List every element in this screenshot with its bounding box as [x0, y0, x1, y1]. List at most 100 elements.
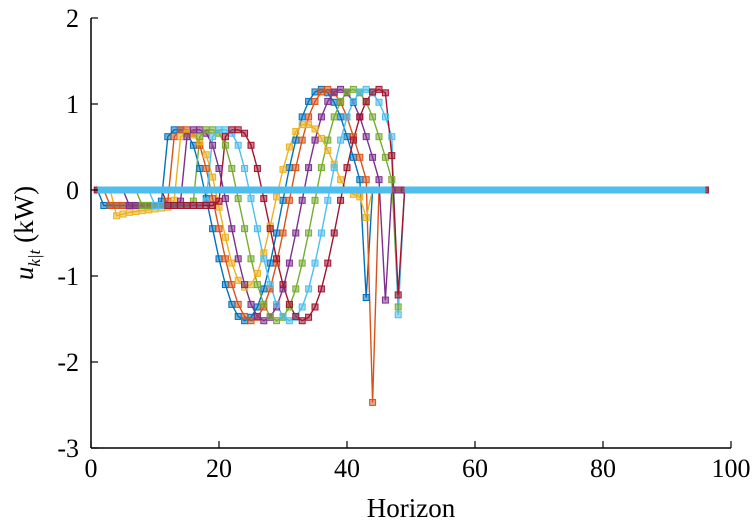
series-marker	[247, 281, 255, 289]
series-marker	[260, 249, 268, 257]
series-marker	[183, 201, 191, 209]
series-marker	[330, 98, 338, 106]
series-marker	[106, 201, 114, 209]
series-marker	[362, 176, 370, 184]
series-marker	[343, 88, 351, 96]
series-marker	[266, 312, 274, 320]
series-marker	[311, 125, 319, 133]
series-marker	[362, 133, 370, 141]
series-marker	[394, 186, 402, 194]
series-marker	[388, 176, 396, 184]
series-marker	[247, 141, 255, 149]
series-marker	[234, 195, 242, 203]
series-marker	[266, 281, 274, 289]
x-tick-label: 40	[334, 454, 360, 483]
series-marker	[317, 88, 325, 96]
series-marker	[324, 136, 332, 144]
series-marker	[266, 225, 274, 233]
x-axis-label: Horizon	[367, 493, 456, 523]
series-marker	[375, 176, 383, 184]
series-marker	[221, 255, 229, 263]
series-marker	[241, 312, 249, 320]
plot-markers	[93, 85, 709, 406]
series-marker	[298, 136, 306, 144]
series-marker	[337, 136, 345, 144]
x-tick-label: 80	[590, 454, 616, 483]
series-marker	[209, 195, 217, 203]
series-marker	[241, 225, 249, 233]
series-marker	[375, 133, 383, 141]
series-marker	[209, 201, 217, 209]
series-marker	[221, 195, 229, 203]
series-marker	[234, 255, 242, 263]
y-tick-label: 1	[66, 90, 79, 119]
series-marker	[369, 113, 377, 121]
series-marker	[362, 97, 370, 105]
series-marker	[381, 153, 389, 161]
series-marker	[311, 196, 319, 204]
x-tick-label: 20	[206, 454, 232, 483]
series-marker	[151, 201, 159, 209]
x-tick-label: 100	[712, 454, 751, 483]
series-marker	[241, 129, 249, 137]
series-marker	[285, 164, 293, 172]
series-marker	[170, 201, 178, 209]
series-marker	[292, 285, 300, 293]
series-marker	[221, 281, 229, 289]
series-marker	[356, 113, 364, 121]
series-marker	[337, 113, 345, 121]
series-marker	[241, 281, 249, 289]
series-marker	[196, 201, 204, 209]
series-marker	[317, 134, 325, 142]
series-marker	[305, 229, 313, 237]
series-marker	[362, 85, 370, 93]
series-marker	[292, 128, 300, 136]
series-marker	[260, 317, 268, 325]
y-tick-label: -3	[57, 434, 79, 463]
series-marker	[349, 97, 357, 105]
series-marker	[273, 229, 281, 237]
series-marker	[369, 398, 377, 406]
zero-marker-band	[404, 186, 706, 194]
series-marker	[381, 89, 389, 97]
series-marker	[228, 225, 236, 233]
series-marker	[183, 133, 191, 141]
series-marker	[125, 201, 133, 209]
series-marker	[215, 225, 223, 233]
series-marker	[285, 143, 293, 151]
series-marker	[234, 276, 242, 284]
series-marker	[228, 300, 236, 308]
series-marker	[273, 317, 281, 325]
series-marker	[330, 88, 338, 96]
series-marker	[337, 196, 345, 204]
series-marker	[209, 133, 217, 141]
series-marker	[337, 176, 345, 184]
series-marker	[125, 208, 133, 216]
series-marker	[311, 259, 319, 267]
series-marker	[362, 294, 370, 301]
series-marker	[253, 225, 261, 233]
series-marker	[228, 281, 236, 289]
series-marker	[215, 255, 223, 263]
series-marker	[119, 201, 127, 209]
series-marker	[292, 229, 300, 237]
y-tick-label: -1	[57, 262, 79, 291]
series-marker	[343, 133, 351, 141]
series-marker	[202, 201, 210, 209]
series-marker	[247, 300, 255, 308]
series-marker	[202, 165, 210, 172]
series-marker	[317, 229, 325, 237]
series-marker	[189, 126, 197, 134]
series-marker	[221, 233, 229, 241]
series-marker	[100, 201, 108, 209]
series-marker	[132, 201, 140, 209]
series-marker	[132, 208, 140, 215]
series-marker	[228, 259, 236, 267]
series-marker	[247, 255, 255, 263]
series-marker	[215, 165, 223, 172]
series-marker	[228, 126, 236, 134]
series-marker	[279, 165, 287, 173]
series-marker	[253, 269, 261, 277]
y-tick-label: 0	[66, 176, 79, 205]
